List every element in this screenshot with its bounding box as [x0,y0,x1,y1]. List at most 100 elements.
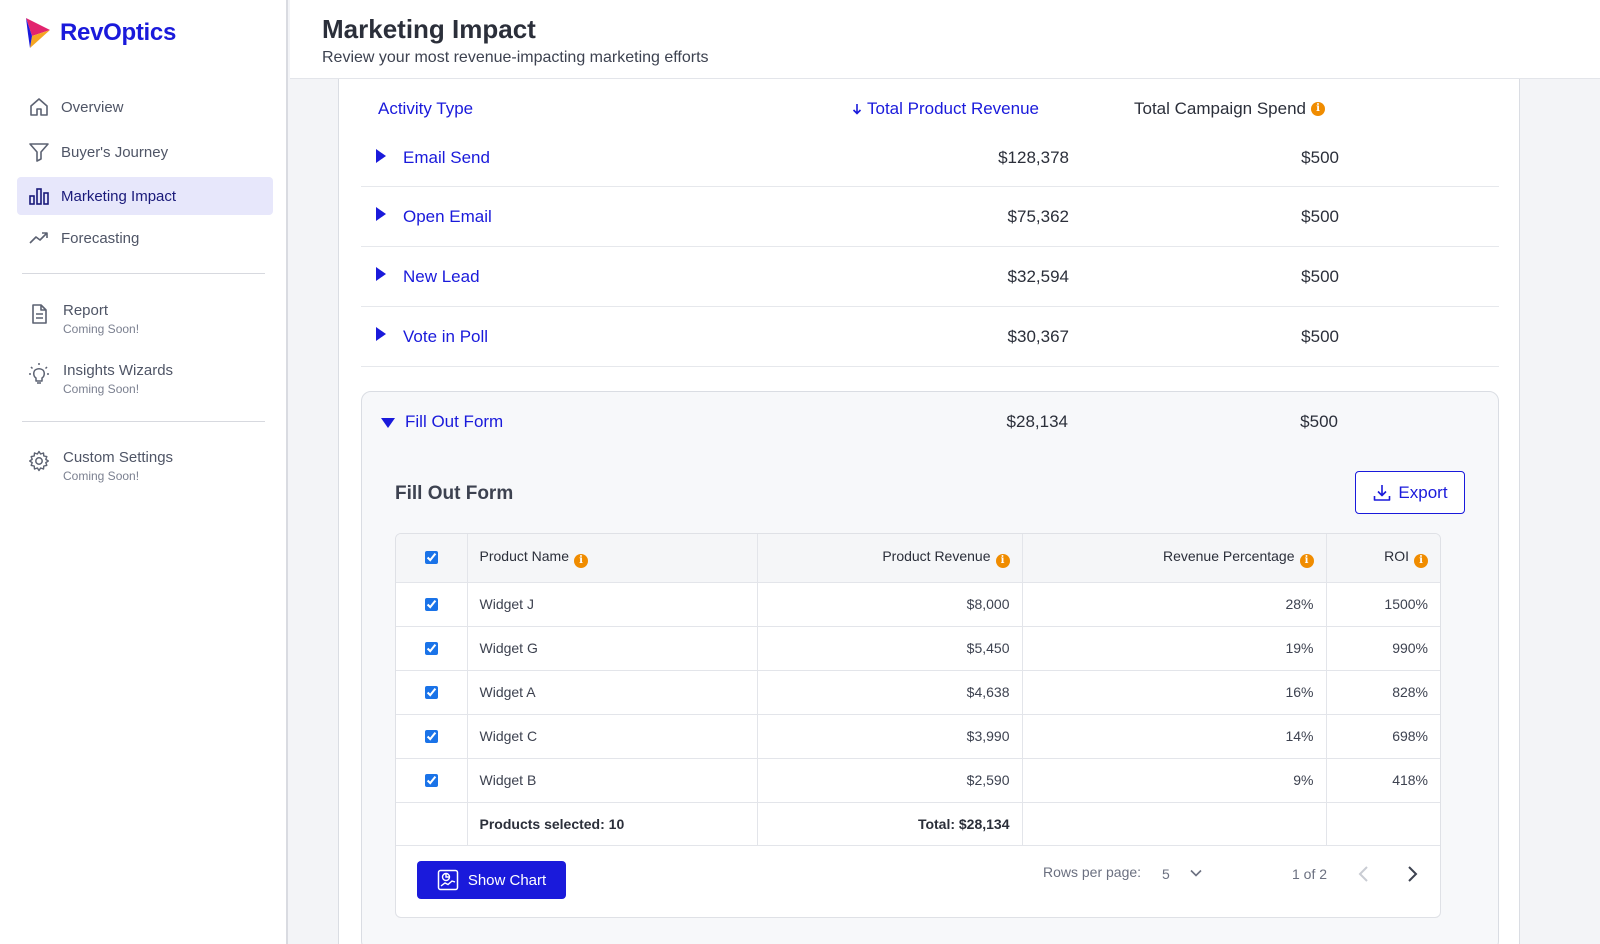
column-header-label: Product Name [479,547,569,564]
table-row[interactable]: Widget G $5,450 19% 990% [396,626,1440,671]
chevron-right-icon[interactable] [1405,864,1419,884]
bar-chart-icon [27,184,51,208]
activity-spend: $500 [1301,207,1339,226]
caret-right-icon [376,149,386,163]
roi-value: 990% [1326,626,1440,671]
activity-spend: $500 [1301,148,1339,167]
activity-name: Open Email [403,207,492,226]
page-indicator: 1 of 2 [1292,866,1328,882]
column-header-product-name[interactable]: Product Name i [467,534,758,583]
activity-name: Email Send [403,148,490,167]
caret-right-icon [376,327,386,341]
footer-empty-cell [1326,802,1440,846]
nav-report[interactable]: Report Coming Soon! [17,302,273,352]
nav-buyers-journey[interactable]: Buyer's Journey [17,133,273,171]
info-icon[interactable]: i [1299,553,1314,568]
sidebar: RevOptics Overview Buyer's Journey Marke… [0,0,288,944]
column-header-product-revenue[interactable]: Product Revenue i [757,534,1023,583]
row-checkbox[interactable] [424,685,438,699]
nav-overview[interactable]: Overview [17,88,273,126]
activity-row[interactable]: Vote in Poll $30,367 $500 [361,307,1499,367]
product-name: Widget B [467,758,758,803]
download-icon [1372,483,1392,503]
page-subtitle: Review your most revenue-impacting marke… [322,49,709,66]
column-header-total-product-revenue[interactable]: Total Product Revenue [852,99,1039,119]
column-header-total-campaign-spend: Total Campaign Spend i [1134,99,1326,119]
brand-logo[interactable]: RevOptics [24,16,176,50]
revenue-percentage: 19% [1022,626,1327,671]
nav-forecasting[interactable]: Forecasting [17,219,273,257]
product-revenue: $8,000 [757,582,1023,627]
activity-revenue: $28,134 [1006,412,1068,431]
row-checkbox[interactable] [424,597,438,611]
column-header-label: ROI [1384,547,1409,564]
activity-row[interactable]: Open Email $75,362 $500 [361,187,1499,247]
column-header-roi[interactable]: ROI i [1326,534,1440,583]
caret-down-icon[interactable] [381,418,395,428]
nav-label: Marketing Impact [61,187,177,205]
column-header-label: Product Revenue [882,547,991,564]
activity-row[interactable]: Email Send $128,378 $500 [361,143,1499,187]
activity-spend: $500 [1300,412,1338,431]
nav-marketing-impact[interactable]: Marketing Impact [17,177,273,215]
activity-panel: Activity Type Total Product Revenue Tota… [338,79,1520,944]
chevron-left-icon[interactable] [1357,864,1371,884]
sort-desc-arrow-icon [852,103,862,115]
column-header-label: Total Product Revenue [867,99,1039,118]
detail-section-title: Fill Out Form [395,483,514,504]
row-checkbox[interactable] [424,729,438,743]
activity-revenue: $32,594 [1007,267,1069,286]
activity-name: New Lead [403,267,480,286]
trend-up-icon [27,226,51,250]
revenue-total: Total: $28,134 [757,802,1023,846]
column-header-revenue-percentage[interactable]: Revenue Percentage i [1022,534,1327,583]
activity-revenue: $75,362 [1007,207,1069,226]
row-checkbox[interactable] [424,773,438,787]
page-title: Marketing Impact [322,14,536,44]
products-selected-count: Products selected: 10 [467,802,758,846]
revenue-percentage: 14% [1022,714,1327,759]
nav-custom-settings[interactable]: Custom Settings Coming Soon! [17,449,273,499]
activity-row[interactable]: New Lead $32,594 $500 [361,247,1499,307]
chevron-down-icon[interactable] [1189,866,1203,880]
activity-revenue: $30,367 [1007,327,1069,346]
show-chart-label: Show Chart [467,871,547,889]
export-button[interactable]: Export [1355,471,1465,514]
page-header: Marketing Impact Review your most revenu… [290,0,1600,79]
info-icon[interactable]: i [573,553,588,568]
activity-spend: $500 [1301,327,1339,346]
rows-per-page-select[interactable]: 5 [1162,866,1170,882]
product-revenue: $5,450 [757,626,1023,671]
nav-label: Forecasting [61,229,140,247]
product-revenue: $4,638 [757,670,1023,715]
table-row[interactable]: Widget B $2,590 9% 418% [396,758,1440,803]
revenue-percentage: 9% [1022,758,1327,803]
nav-label: Report [63,302,109,319]
funnel-icon [27,140,51,164]
brand-name: RevOptics [60,19,177,46]
product-revenue: $3,990 [757,714,1023,759]
column-header-label: Revenue Percentage [1162,547,1295,564]
info-icon[interactable]: i [1414,553,1428,568]
table-row[interactable]: Widget A $4,638 16% 828% [396,670,1440,715]
revenue-percentage: 16% [1022,670,1327,715]
row-checkbox[interactable] [424,641,438,655]
table-row[interactable]: Widget C $3,990 14% 698% [396,714,1440,759]
table-footer-row: Products selected: 10 Total: $28,134 [396,802,1440,846]
activity-name[interactable]: Fill Out Form [405,412,504,431]
select-all-checkbox[interactable] [424,551,438,565]
product-revenue: $2,590 [757,758,1023,803]
coming-soon-label: Coming Soon! [63,469,140,483]
nav-insights-wizards[interactable]: Insights Wizards Coming Soon! [17,362,273,412]
product-name: Widget G [467,626,758,671]
sidebar-divider [22,421,265,422]
info-icon[interactable]: i [995,553,1010,568]
revenue-percentage: 28% [1022,582,1327,627]
expanded-activity-row: Fill Out Form $28,134 $500 Fill Out Form… [361,391,1499,944]
lightbulb-icon [27,362,51,386]
caret-right-icon [376,207,386,221]
show-chart-button[interactable]: Show Chart [417,861,566,899]
table-row[interactable]: Widget J $8,000 28% 1500% [396,582,1440,627]
info-icon[interactable]: i [1311,102,1326,116]
column-header-activity-type[interactable]: Activity Type [378,99,474,118]
